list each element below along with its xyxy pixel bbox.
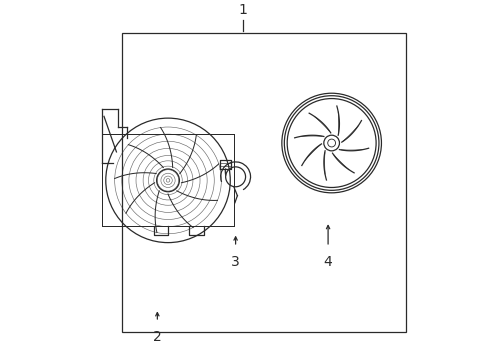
Text: 1: 1 [238,3,246,17]
Bar [122,33,406,332]
Text: 3: 3 [231,255,240,269]
Text: 2: 2 [153,330,162,344]
Text: 4: 4 [323,255,332,269]
